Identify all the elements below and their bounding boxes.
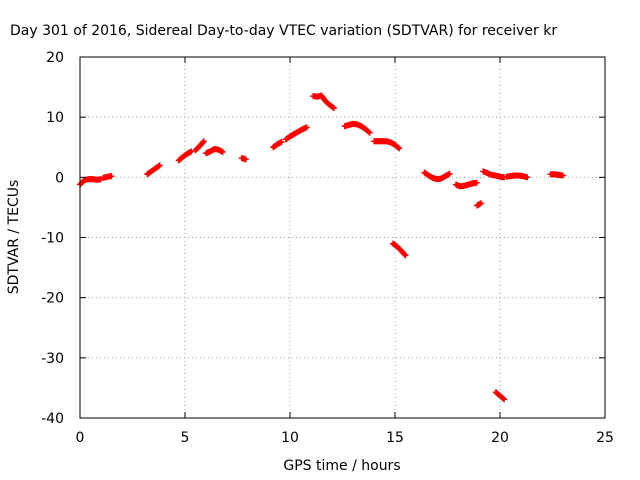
x-axis-label: GPS time / hours [283, 458, 400, 474]
data-point [366, 129, 373, 136]
data-points [77, 92, 566, 403]
x-tick-label: 20 [491, 430, 509, 446]
data-point [396, 145, 403, 152]
data-point [446, 170, 453, 177]
x-tick-label: 5 [181, 430, 190, 446]
y-axis-label: SDTVAR / TECUs [6, 180, 22, 295]
data-point [395, 144, 402, 151]
data-point [200, 139, 207, 146]
y-tick-label: -30 [41, 351, 64, 367]
data-point [303, 124, 310, 131]
x-tick-label: 10 [281, 430, 299, 446]
plot-frame [79, 56, 606, 419]
data-point [242, 156, 249, 163]
data-point [200, 138, 207, 145]
data-point [501, 396, 508, 403]
data-point [188, 148, 195, 155]
data-point [478, 200, 485, 207]
data-point [473, 179, 480, 186]
data-point [524, 174, 531, 181]
data-point [500, 395, 507, 402]
y-tick-label: -20 [41, 291, 64, 307]
data-point [365, 129, 372, 136]
y-tick-label: 0 [55, 170, 64, 186]
data-point [219, 149, 226, 156]
data-point [278, 138, 285, 145]
data-point [560, 172, 566, 179]
chart-title: Day 301 of 2016, Sidereal Day-to-day VTE… [10, 23, 557, 39]
x-tick-label: 25 [596, 430, 614, 446]
y-tick-label: -10 [41, 231, 64, 247]
y-tick-label: -40 [41, 411, 64, 427]
data-point [401, 251, 408, 258]
data-point [331, 105, 338, 112]
x-tick-label: 0 [76, 430, 85, 446]
y-tick-label: 20 [46, 50, 64, 66]
axis-ticks: 0 5 10 15 20 25 -40 -30 -20 -10 0 10 20 [41, 50, 614, 446]
x-tick-label: 15 [386, 430, 404, 446]
y-tick-label: 10 [46, 110, 64, 126]
data-point [402, 252, 409, 259]
data-point [156, 162, 163, 169]
data-point [108, 173, 115, 180]
grid [80, 57, 605, 418]
